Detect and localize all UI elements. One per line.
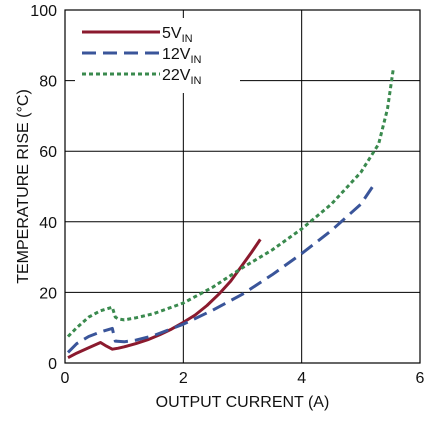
plot-frame: [64, 9, 421, 364]
series-lines: [66, 67, 395, 360]
y-tick-label: 100: [30, 3, 57, 20]
y-tick-label: 60: [39, 144, 57, 161]
x-axis-label: OUTPUT CURRENT (A): [156, 394, 330, 411]
series-line-22v: [66, 67, 395, 338]
x-tick-label: 0: [61, 370, 70, 387]
x-tick-label: 6: [416, 370, 425, 387]
x-tick-label: 4: [297, 370, 306, 387]
x-tick-label: 2: [179, 370, 188, 387]
y-axis-label: TEMPERATURE RISE (°C): [15, 89, 32, 284]
legend-background: [75, 18, 240, 93]
legend-label-22v: 22VIN: [162, 67, 202, 87]
legend-label-5v: 5VIN: [162, 25, 193, 45]
legend-label-12v: 12VIN: [162, 46, 202, 66]
series-line-5v: [67, 238, 262, 360]
y-tick-label: 40: [39, 215, 57, 232]
y-tick-label: 80: [39, 74, 57, 91]
y-tick-label: 20: [39, 285, 57, 302]
y-tick-label: 0: [48, 356, 57, 373]
series-line-12v: [66, 185, 374, 354]
